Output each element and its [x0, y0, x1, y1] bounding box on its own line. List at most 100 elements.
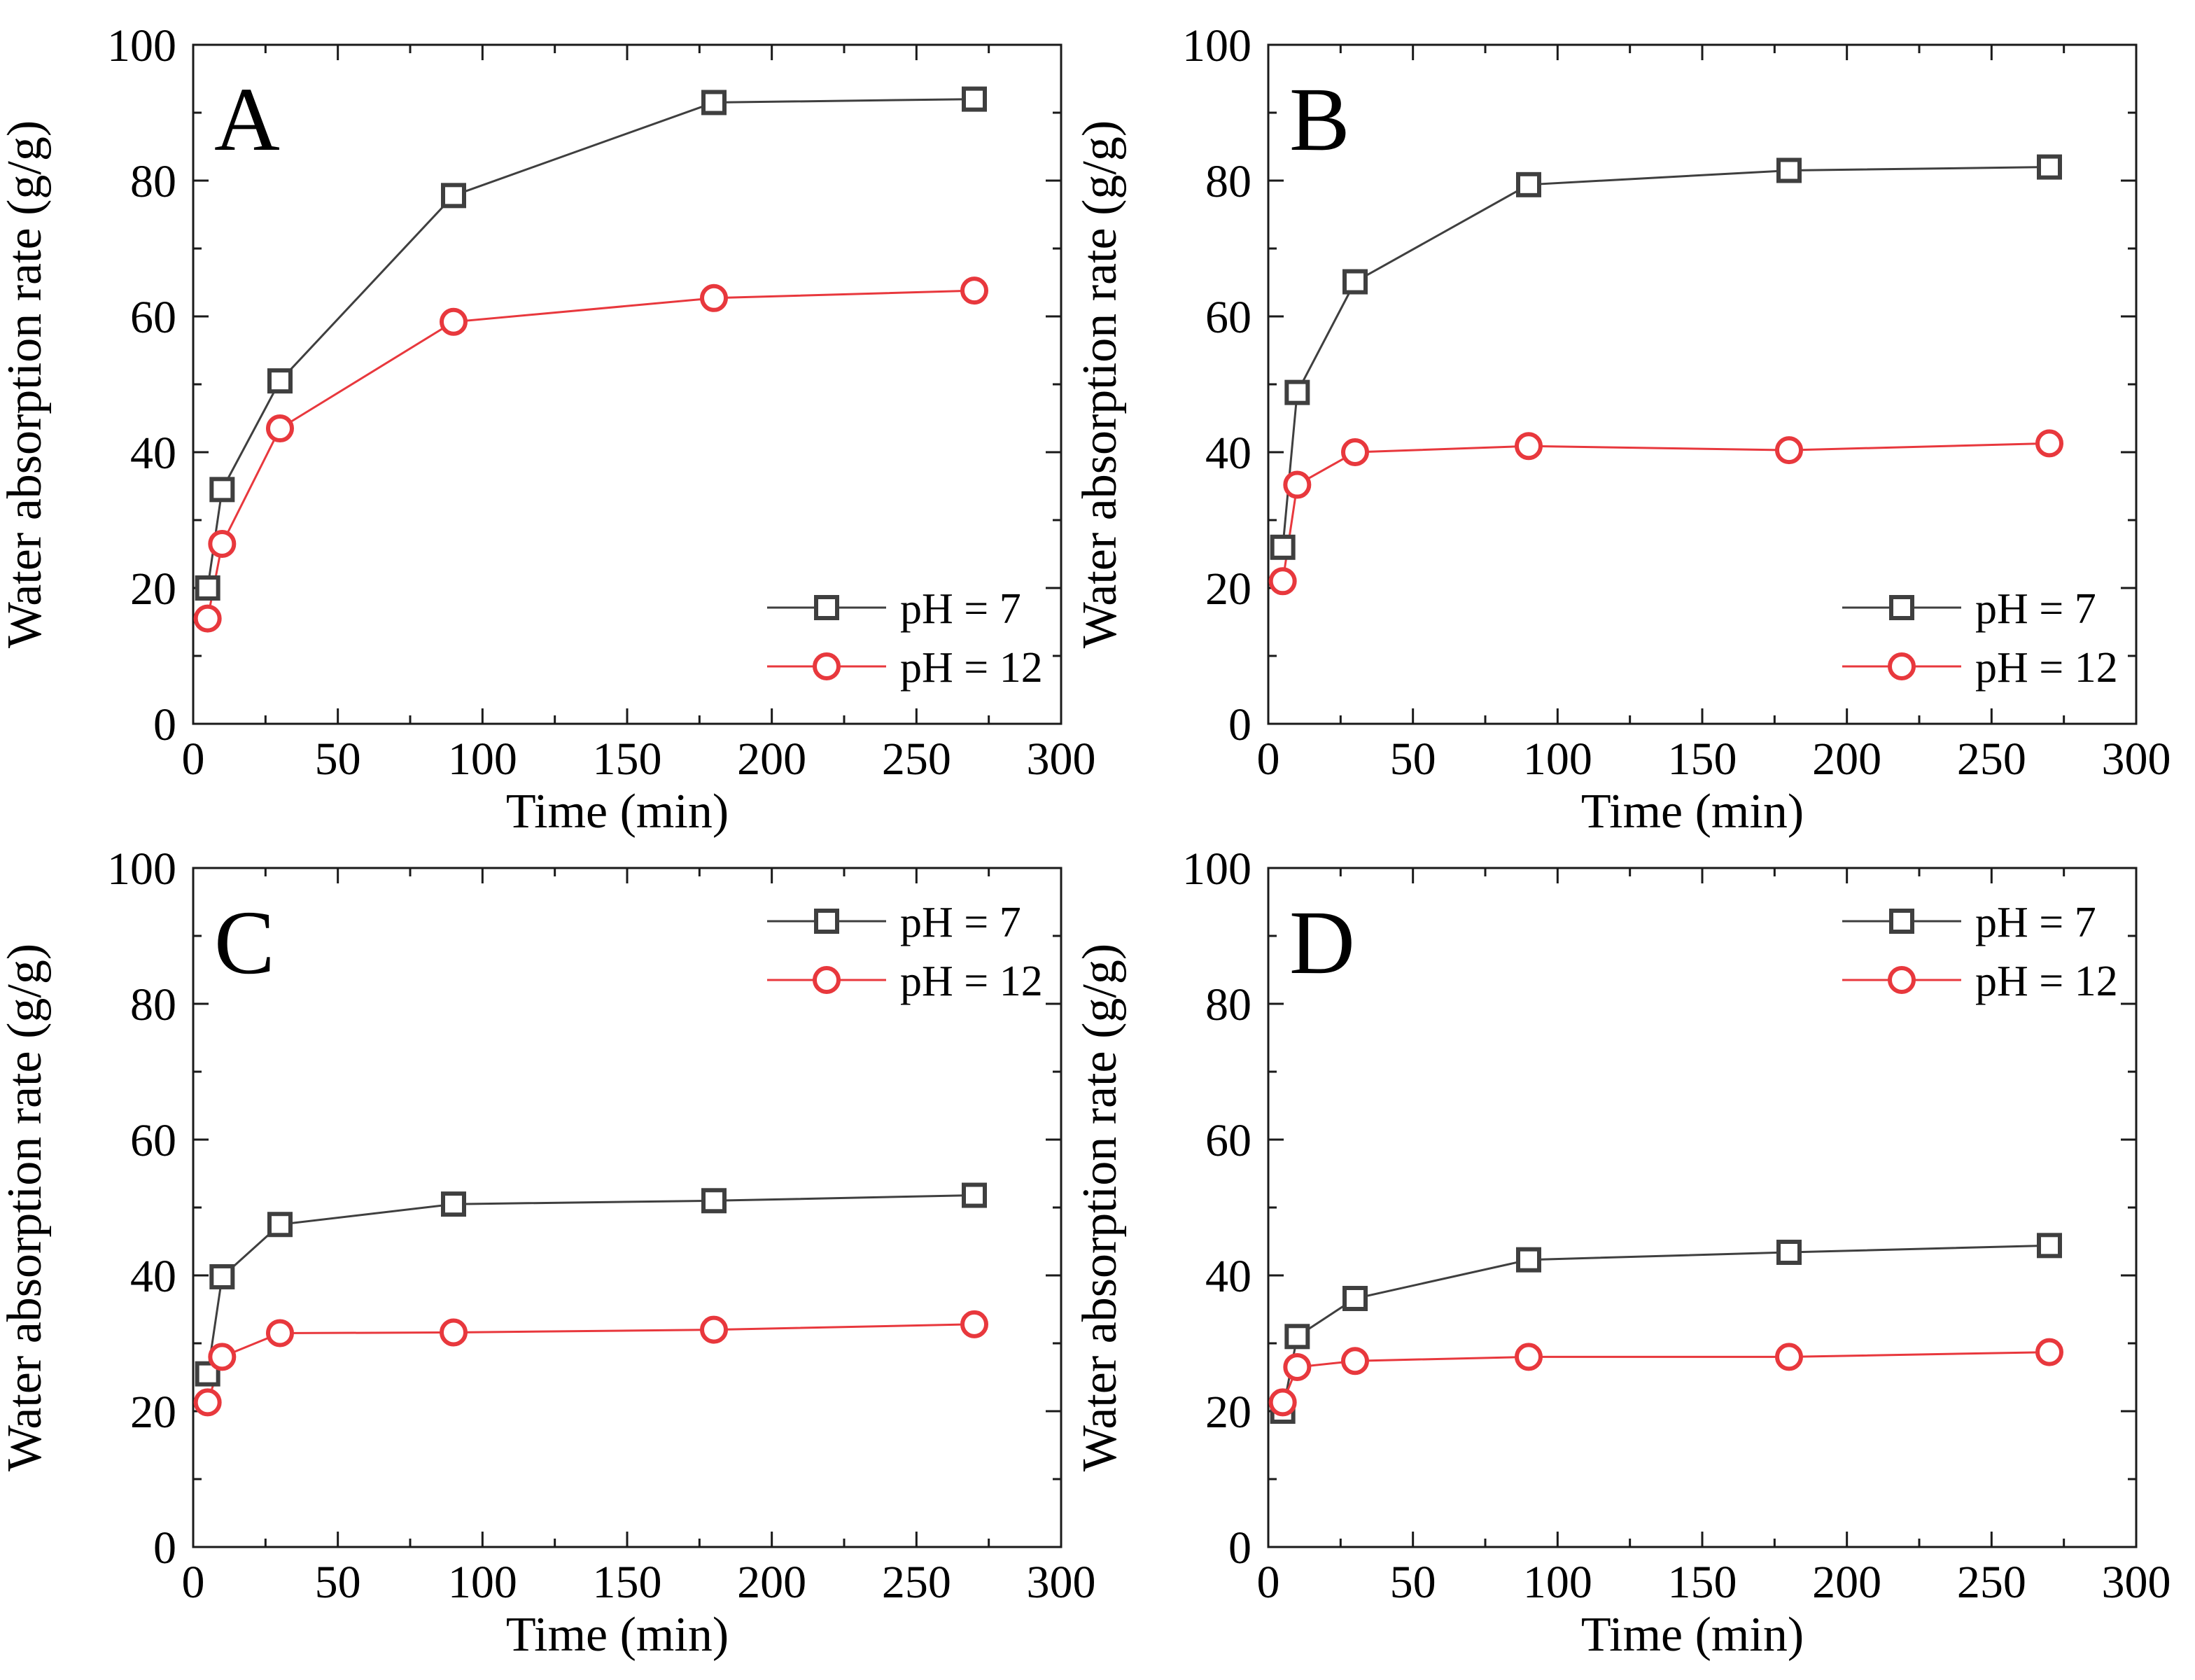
x-tick-label: 50 [315, 734, 361, 785]
x-tick-label: 200 [1812, 734, 1881, 785]
y-tick-label: 40 [130, 1251, 176, 1302]
data-point-ph12 [1515, 1343, 1543, 1371]
legend: pH = 7 pH = 12 [1842, 585, 2118, 692]
y-axis-title: Water absorption rate (g/g) [1073, 120, 1127, 648]
x-axis-title: Time (min) [506, 1608, 729, 1662]
series-line-ph12 [206, 289, 975, 619]
data-point-ph7 [701, 90, 727, 115]
x-tick-label: 250 [882, 734, 951, 785]
legend-marker-ph7 [814, 909, 839, 934]
x-tick-label: 100 [448, 734, 517, 785]
y-tick-label: 80 [1205, 979, 1251, 1030]
y-axis-title: Water absorption rate (g/g) [0, 120, 52, 648]
data-point-ph12 [208, 1343, 237, 1371]
legend-label-ph12: pH = 12 [900, 958, 1043, 1005]
y-tick-label: 80 [1205, 156, 1251, 207]
data-point-ph12 [1775, 1343, 1803, 1371]
data-point-ph12 [700, 1315, 728, 1344]
legend-marker-ph12 [813, 966, 841, 994]
data-point-ph7 [267, 1212, 293, 1238]
y-tick-label: 40 [130, 428, 176, 479]
x-tick-label: 0 [182, 734, 205, 785]
legend-label-ph7: pH = 7 [900, 585, 1021, 633]
y-tick-label: 40 [1205, 428, 1251, 479]
y-tick-label: 20 [130, 1387, 176, 1438]
data-point-ph7 [441, 183, 466, 209]
data-point-ph12 [440, 307, 468, 336]
y-tick-label: 60 [1205, 1115, 1251, 1166]
data-point-ph12 [960, 276, 988, 305]
y-tick-label: 20 [130, 564, 176, 615]
y-tick-label: 100 [1182, 20, 1251, 71]
x-tick-label: 250 [1957, 734, 2026, 785]
data-point-ph7 [195, 575, 220, 601]
y-tick-label: 100 [1182, 844, 1251, 895]
x-tick-label: 0 [1257, 1557, 1280, 1608]
data-point-ph7 [1270, 534, 1296, 560]
x-tick-label: 200 [737, 734, 806, 785]
x-tick-label: 100 [448, 1557, 517, 1608]
data-point-ph12 [1268, 1388, 1297, 1417]
data-point-ph7 [1516, 172, 1541, 197]
x-tick-label: 150 [593, 1557, 662, 1608]
series-line-ph12 [1282, 1351, 2050, 1403]
data-point-ph7 [962, 1182, 987, 1208]
data-point-ph7 [441, 1191, 466, 1217]
x-axis-title: Time (min) [1581, 1608, 1804, 1662]
data-point-ph12 [700, 284, 728, 312]
data-point-ph7 [1342, 269, 1368, 295]
data-point-ph7 [1516, 1247, 1541, 1273]
data-point-ph7 [1776, 1240, 1802, 1266]
x-tick-label: 200 [1812, 1557, 1881, 1608]
x-tick-label: 50 [315, 1557, 361, 1608]
y-tick-label: 40 [1205, 1251, 1251, 1302]
data-point-ph12 [1268, 567, 1297, 596]
data-point-ph12 [208, 529, 237, 558]
x-tick-label: 300 [1027, 1557, 1096, 1608]
data-point-ph12 [1341, 1347, 1369, 1376]
series-line-ph7 [1282, 1244, 2050, 1412]
data-point-ph7 [701, 1188, 727, 1214]
x-tick-label: 200 [737, 1557, 806, 1608]
data-point-ph12 [440, 1318, 468, 1347]
legend-label-ph7: pH = 7 [1975, 899, 2096, 946]
data-point-ph12 [266, 1319, 294, 1348]
data-point-ph12 [1283, 1352, 1312, 1381]
x-axis-title: Time (min) [1581, 785, 1804, 839]
panel-label: A [214, 69, 280, 170]
legend-marker-ph12 [813, 652, 841, 680]
data-point-ph7 [2037, 154, 2062, 180]
data-point-ph7 [209, 1264, 235, 1289]
data-point-ph7 [1342, 1285, 1368, 1311]
data-point-ph7 [2037, 1233, 2062, 1259]
data-point-ph12 [266, 414, 294, 443]
data-point-ph12 [1341, 438, 1369, 466]
x-tick-label: 150 [593, 734, 662, 785]
y-tick-label: 0 [153, 699, 176, 750]
series-line-ph7 [1282, 166, 2050, 547]
data-point-ph7 [1284, 379, 1310, 405]
legend-label-ph12: pH = 12 [1975, 958, 2118, 1005]
legend-label-ph7: pH = 7 [1975, 585, 2096, 633]
series-line-ph12 [1282, 442, 2050, 582]
y-axis-title: Water absorption rate (g/g) [0, 944, 52, 1471]
legend: pH = 7 pH = 12 [767, 899, 1043, 1005]
legend-label-ph7: pH = 7 [900, 899, 1021, 946]
data-point-ph12 [193, 604, 222, 633]
panel-label: B [1289, 69, 1350, 170]
legend-marker-ph12 [1888, 966, 1916, 994]
legend-marker-ph7 [1889, 909, 1914, 934]
x-tick-label: 150 [1668, 734, 1737, 785]
x-axis-title: Time (min) [506, 785, 729, 839]
legend-marker-ph7 [1889, 595, 1914, 620]
data-point-ph7 [962, 86, 987, 112]
x-tick-label: 150 [1668, 1557, 1737, 1608]
series-line-ph12 [206, 1323, 975, 1403]
data-point-ph7 [1284, 1324, 1310, 1350]
legend-marker-ph12 [1888, 652, 1916, 680]
y-tick-label: 0 [1228, 699, 1251, 750]
series-line-ph7 [206, 1194, 975, 1374]
